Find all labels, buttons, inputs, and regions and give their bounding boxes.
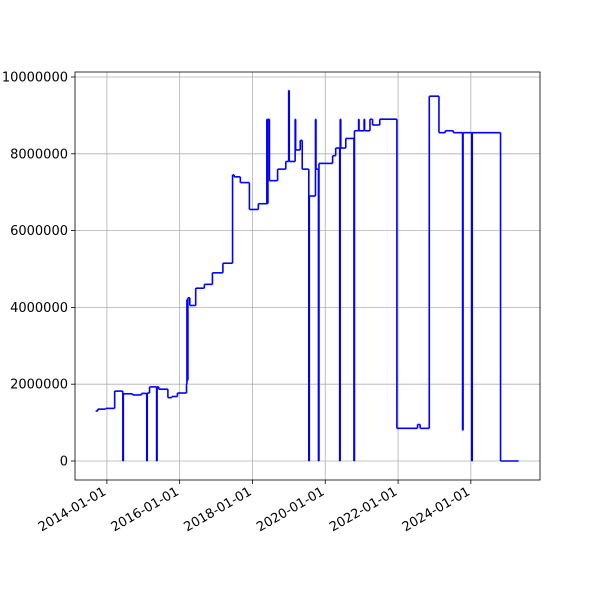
x-tick-label: 2024-01-01 [400,484,473,535]
y-tick-label: 2000000 [10,378,68,393]
x-tick-label: 2020-01-01 [254,484,327,535]
y-tick-label: 10000000 [2,70,68,85]
y-tick-label: 6000000 [10,224,68,239]
y-tick-label: 4000000 [10,301,68,316]
y-tick-label: 0 [60,454,68,469]
plot-frame [74,71,541,481]
x-tick-label: 2018-01-01 [182,484,255,535]
y-tick-label: 8000000 [10,147,68,162]
data-line [95,89,519,462]
x-tick-label: 2022-01-01 [327,484,400,535]
x-tick-label: 2014-01-01 [36,484,109,535]
x-tick-label: 2016-01-01 [109,484,182,535]
